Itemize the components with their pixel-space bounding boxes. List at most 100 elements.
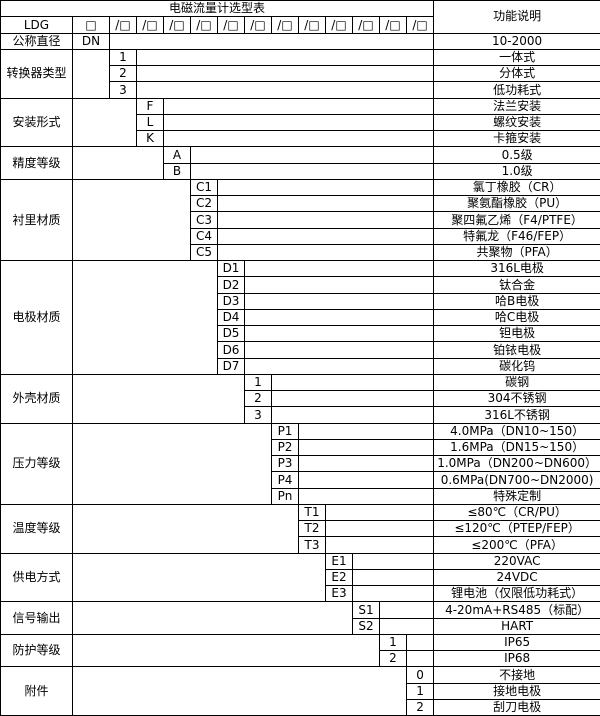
code-cell: T2 (298, 519, 326, 538)
empty-cell (135, 48, 435, 67)
code-cell: D1 (217, 259, 245, 278)
code-box-slot: /□ (217, 16, 245, 34)
function-desc: 4-20mA+RS485（标配） (433, 601, 600, 619)
code-box-slot: /□ (325, 16, 353, 34)
empty-cell (135, 81, 435, 99)
empty-cell (351, 552, 435, 570)
function-desc: 刮刀电极 (433, 698, 600, 716)
empty-cell (243, 357, 435, 375)
group-label: 安装形式 (0, 97, 73, 148)
function-desc: 4.0MPa（DN10~150） (433, 422, 600, 440)
code-box-slot: /□ (352, 16, 380, 34)
code-cell: 1 (405, 682, 435, 700)
function-desc: ≤200℃（PFA） (433, 536, 600, 554)
code-box-slot: /□ (190, 16, 218, 34)
group-label: 温度等级 (0, 503, 73, 554)
empty-cell (243, 292, 435, 310)
code-cell: C3 (190, 211, 218, 229)
function-desc: 钽电极 (433, 324, 600, 343)
group-label: 供电方式 (0, 552, 73, 603)
function-desc: 碳钢 (433, 373, 600, 392)
code-cell: D4 (217, 308, 245, 327)
code-cell: P3 (271, 454, 299, 473)
empty-cell (243, 276, 435, 294)
function-desc: 锂电池（仅限低功耗式） (433, 584, 600, 603)
code-cell: S2 (352, 617, 380, 635)
empty-cell (72, 178, 191, 262)
empty-cell (297, 471, 435, 489)
empty-cell (72, 373, 245, 424)
code-cell: E3 (325, 584, 353, 603)
table-title: 电磁流量计选型表 (0, 0, 435, 18)
group-label: 外壳材质 (0, 373, 73, 424)
code-box-slot: /□ (271, 16, 299, 34)
empty-cell (324, 519, 435, 538)
empty-cell (297, 454, 435, 473)
code-cell: D3 (217, 292, 245, 310)
empty-cell (324, 536, 435, 554)
code-cell: 1 (244, 373, 272, 392)
function-desc: 220VAC (433, 552, 600, 570)
group-label: 衬里材质 (0, 178, 73, 262)
code-cell: K (136, 129, 164, 148)
function-desc: IP68 (433, 649, 600, 668)
group-label: 防护等级 (0, 633, 73, 668)
empty-cell (243, 308, 435, 327)
function-desc: 铂铱电极 (433, 341, 600, 359)
empty-cell (72, 48, 110, 99)
group-label: 转换器类型 (0, 48, 73, 99)
empty-cell (270, 406, 435, 424)
empty-cell (405, 633, 435, 652)
code-cell: 1 (379, 633, 407, 652)
group-label: 附件 (0, 666, 73, 716)
code-cell: 3 (244, 406, 272, 424)
function-desc: 氯丁橡胶（CR） (433, 178, 600, 197)
code-cell: P2 (271, 438, 299, 457)
code-cell: D6 (217, 341, 245, 359)
code-box-slot: /□ (163, 16, 191, 34)
function-desc: 聚氨酯橡胶（PU） (433, 194, 600, 213)
function-desc: 10-2000 (433, 32, 600, 50)
function-desc: 特氟龙（F46/FEP） (433, 227, 600, 245)
empty-cell (72, 666, 407, 716)
code-cell: E2 (325, 568, 353, 587)
group-label: 压力等级 (0, 422, 73, 505)
empty-cell (270, 389, 435, 408)
code-cell: T3 (298, 536, 326, 554)
empty-cell (72, 601, 353, 635)
function-desc: 304不锈钢 (433, 389, 600, 408)
empty-cell (351, 568, 435, 587)
function-desc: 1.0级 (433, 162, 600, 180)
empty-cell (216, 243, 435, 262)
code-box-slot: /□ (136, 16, 164, 34)
code-cell: T1 (298, 503, 326, 522)
function-desc: 接地电极 (433, 682, 600, 700)
function-desc: 钛合金 (433, 276, 600, 294)
code-cell: 2 (405, 698, 435, 716)
function-desc: 碳化钨 (433, 357, 600, 375)
function-desc: 不接地 (433, 666, 600, 684)
code-cell: C4 (190, 227, 218, 245)
function-desc: ≤120℃（PTEP/FEP） (433, 519, 600, 538)
function-desc: 316L不锈钢 (433, 406, 600, 424)
empty-cell (162, 97, 435, 115)
group-label: 精度等级 (0, 146, 73, 180)
code-cell: DN (72, 32, 110, 50)
empty-cell (243, 259, 435, 278)
function-desc: 法兰安装 (433, 97, 600, 115)
code-cell: F (136, 97, 164, 115)
code-box-slot: /□ (244, 16, 272, 34)
code-cell: 2 (244, 389, 272, 408)
function-desc: 低功耗式 (433, 81, 600, 99)
empty-cell (243, 341, 435, 359)
empty-cell (378, 617, 435, 635)
function-desc: 共聚物（PFA） (433, 243, 600, 262)
empty-cell (72, 552, 326, 603)
function-desc: 特殊定制 (433, 487, 600, 505)
empty-cell (108, 32, 435, 50)
code-cell: 1 (109, 48, 137, 67)
function-desc: 聚四氟乙烯（F4/PTFE） (433, 211, 600, 229)
empty-cell (189, 162, 435, 180)
code-box-slot: /□ (405, 16, 435, 34)
